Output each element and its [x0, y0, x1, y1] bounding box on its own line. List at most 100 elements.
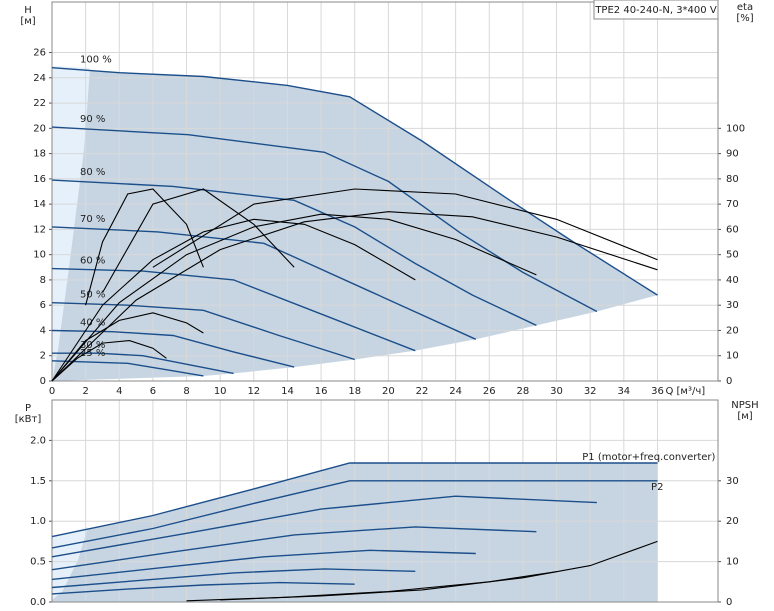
y2-tick-label: 10	[726, 557, 739, 568]
y2-tick-label: 30	[726, 300, 739, 311]
y-axis-label: H	[24, 5, 32, 16]
y-tick-label: 20	[33, 123, 46, 134]
x-tick-label: 36	[651, 386, 664, 397]
y2-tick-label: 50	[726, 250, 739, 261]
x-tick-label: 32	[584, 386, 597, 397]
x-tick-label: 20	[382, 386, 395, 397]
curve	[51, 462, 658, 538]
x-tick-label: 22	[416, 386, 429, 397]
x-tick-label: 8	[183, 386, 189, 397]
curve-label: 25 %	[80, 348, 105, 359]
x-tick-label: 10	[214, 386, 227, 397]
curve-label: 70 %	[80, 214, 105, 225]
y2-tick-label: 70	[726, 199, 739, 210]
curve	[51, 126, 598, 313]
secondary-curve	[85, 188, 204, 306]
y-tick-label: 8	[40, 275, 46, 286]
curve	[51, 568, 416, 589]
x-tick-label: 4	[116, 386, 122, 397]
y-tick-label: 0	[40, 376, 46, 387]
y-tick-label: 2	[40, 351, 46, 362]
chart-title: TPE2 40-240-N, 3*400 V	[594, 5, 716, 16]
curve	[51, 581, 355, 595]
x-tick-label: 18	[348, 386, 361, 397]
x-tick-label: 0	[49, 386, 55, 397]
y2-tick-label: 80	[726, 174, 739, 185]
y2-tick-label: 30	[726, 476, 739, 487]
x-tick-label: 28	[517, 386, 530, 397]
y-tick-label: 1.5	[30, 476, 46, 487]
y-tick-label: 16	[33, 174, 46, 185]
y-axis-unit: [кВт]	[15, 414, 42, 425]
secondary-curve	[102, 188, 295, 293]
y-tick-label: 26	[33, 48, 46, 59]
secondary-curve	[51, 213, 537, 382]
min-flow-area	[52, 527, 88, 600]
x-tick-label: 6	[150, 386, 156, 397]
curve	[51, 495, 597, 558]
y2-tick-label: 60	[726, 224, 739, 235]
y2-tick-label: 0	[726, 597, 732, 608]
secondary-curve	[51, 312, 204, 382]
curve	[51, 179, 537, 327]
y2-tick-label: 90	[726, 149, 739, 160]
curve	[51, 549, 476, 581]
y2-axis-label: eta	[737, 2, 753, 13]
curve-label: 100 %	[80, 55, 112, 66]
x-axis-label: Q [м³/ч]	[665, 386, 705, 397]
y-tick-label: 18	[33, 149, 46, 160]
x-tick-label: 12	[247, 386, 260, 397]
y2-tick-label: 100	[726, 123, 745, 134]
curve-label: 90 %	[80, 114, 105, 125]
x-tick-label: 34	[617, 386, 630, 397]
y2-axis-label: NPSH	[731, 400, 758, 411]
y2-axis-unit: [%]	[736, 13, 753, 24]
y-axis-label: P	[25, 403, 31, 414]
y-tick-label: 4	[40, 325, 46, 336]
x-tick-label: 30	[550, 386, 563, 397]
y-tick-label: 22	[33, 98, 46, 109]
curve-label: P1 (motor+freq.converter)	[582, 452, 715, 463]
y-tick-label: 14	[33, 199, 46, 210]
curve-label: 80 %	[80, 167, 105, 178]
curve	[51, 480, 658, 549]
secondary-curve	[51, 340, 167, 382]
x-tick-label: 24	[449, 386, 462, 397]
y-tick-label: 1.0	[30, 516, 46, 527]
title-box	[593, 0, 719, 20]
curve-label: 60 %	[80, 256, 105, 267]
y2-tick-label: 20	[726, 325, 739, 336]
curve	[51, 302, 355, 361]
curve	[51, 267, 416, 352]
x-tick-label: 26	[483, 386, 496, 397]
curve	[52, 352, 234, 375]
curve	[51, 329, 295, 368]
y-tick-label: 6	[40, 300, 46, 311]
y2-axis-unit: [м]	[737, 411, 752, 422]
curve	[51, 526, 537, 571]
curve	[51, 226, 477, 340]
y-axis-unit: [м]	[20, 16, 35, 27]
secondary-curve	[152, 188, 658, 268]
x-tick-label: 14	[281, 386, 294, 397]
secondary-curve	[51, 211, 658, 382]
curve-label: 50 %	[80, 290, 105, 301]
plot-frame	[51, 399, 719, 603]
curve-label: P2	[651, 482, 663, 493]
y2-tick-label: 20	[726, 516, 739, 527]
y-tick-label: 10	[33, 250, 46, 261]
curve	[51, 360, 204, 377]
x-tick-label: 2	[82, 386, 88, 397]
min-flow-area	[52, 66, 90, 381]
curve	[51, 67, 658, 296]
secondary-curve	[186, 571, 557, 602]
y-tick-label: 0.0	[30, 597, 46, 608]
y-tick-label: 2.0	[30, 435, 46, 446]
curve-label: 40 %	[80, 317, 105, 328]
y-tick-label: 12	[33, 224, 46, 235]
x-tick-label: 16	[315, 386, 328, 397]
curve-label: 30 %	[80, 340, 105, 351]
y2-tick-label: 40	[726, 275, 739, 286]
secondary-curve	[51, 218, 416, 382]
